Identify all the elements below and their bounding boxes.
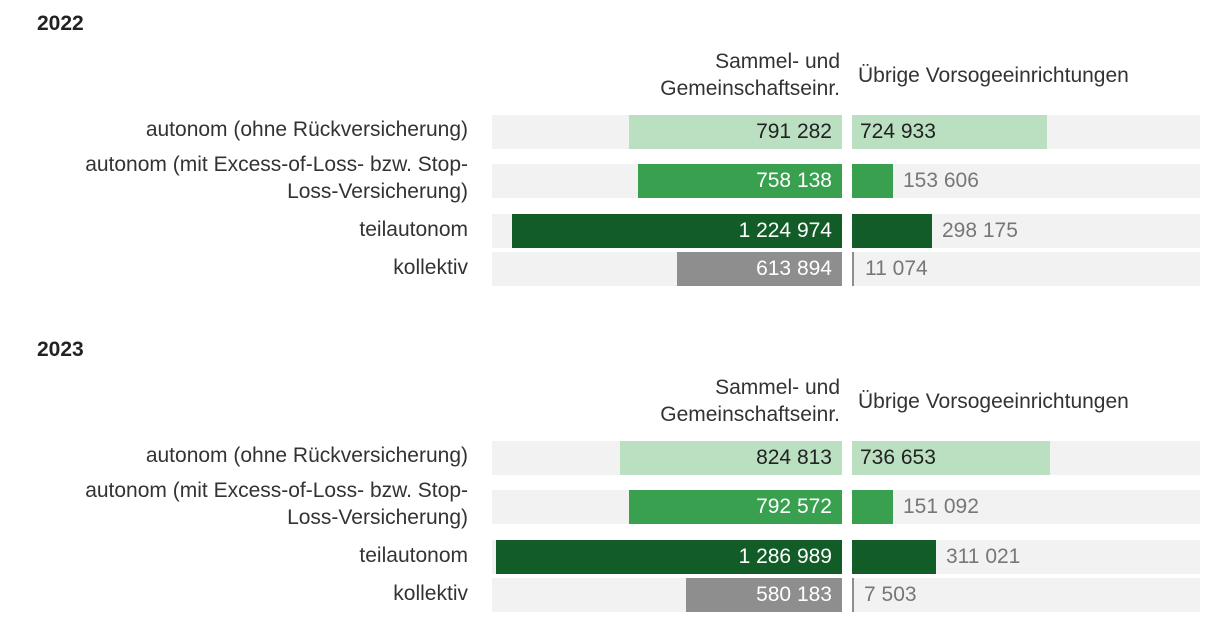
bar-track-right (852, 490, 1200, 524)
series-header-line: Gemeinschaftseinr. (660, 403, 840, 426)
data-label-uebrige: 311 021 (946, 545, 1021, 568)
bar-uebrige-tick (852, 578, 854, 612)
data-label-uebrige: 153 606 (903, 169, 979, 192)
data-label-uebrige: 724 933 (860, 120, 936, 143)
data-label-sammel: 758 138 (756, 169, 832, 192)
data-label-sammel: 824 813 (756, 446, 832, 469)
bar-sammel (512, 214, 842, 248)
bar-sammel (629, 490, 842, 524)
category-label: autonom (ohne Rückversicherung) (8, 116, 468, 143)
category-label-line: teilautonom (359, 544, 468, 567)
category-label-line: Loss-Versicherung) (287, 506, 468, 529)
category-label: autonom (ohne Rückversicherung) (8, 442, 468, 469)
bar-track-right (852, 164, 1200, 198)
bar-uebrige (852, 540, 936, 574)
data-label-sammel: 613 894 (756, 257, 832, 280)
category-label-line: Loss-Versicherung) (287, 180, 468, 203)
bar-uebrige (852, 214, 932, 248)
data-label-uebrige: 11 074 (865, 257, 928, 280)
data-label-sammel: 580 183 (756, 583, 832, 606)
series-header-line: Übrige Vorsogeeinrichtungen (858, 64, 1129, 87)
bar-uebrige (852, 490, 893, 524)
data-label-uebrige: 736 653 (860, 446, 936, 469)
data-label-uebrige: 298 175 (942, 219, 1018, 242)
bar-uebrige (852, 115, 1047, 149)
bar-sammel (677, 252, 842, 286)
data-label-sammel: 1 286 989 (738, 545, 832, 568)
category-label-line: autonom (mit Excess-of-Loss- bzw. Stop- (85, 479, 468, 502)
category-label: kollektiv (8, 254, 468, 281)
series-header-sammel: Sammel- und Gemeinschaftseinr. (580, 374, 840, 428)
series-header-line: Sammel- und (715, 50, 840, 73)
category-label: autonom (mit Excess-of-Loss- bzw. Stop- L… (8, 477, 468, 531)
bar-sammel (496, 540, 842, 574)
panel-title: 2022 (37, 12, 84, 35)
category-label: teilautonom (8, 542, 468, 569)
bar-uebrige (852, 441, 1050, 475)
category-label: kollektiv (8, 580, 468, 607)
series-header-line: Gemeinschaftseinr. (660, 77, 840, 100)
data-label-sammel: 791 282 (756, 120, 832, 143)
series-header-uebrige: Übrige Vorsogeeinrichtungen (858, 62, 1129, 89)
category-label-line: autonom (ohne Rückversicherung) (145, 118, 468, 141)
panel-title: 2023 (37, 338, 84, 361)
category-label: teilautonom (8, 216, 468, 243)
series-header-line: Übrige Vorsogeeinrichtungen (858, 390, 1129, 413)
data-label-uebrige: 151 092 (903, 495, 979, 518)
bar-track-right (852, 578, 1200, 612)
series-header-line: Sammel- und (715, 376, 840, 399)
category-label-line: autonom (ohne Rückversicherung) (145, 444, 468, 467)
series-header-uebrige: Übrige Vorsogeeinrichtungen (858, 388, 1129, 415)
category-label-line: autonom (mit Excess-of-Loss- bzw. Stop- (85, 153, 468, 176)
bar-sammel (638, 164, 842, 198)
data-label-sammel: 792 572 (756, 495, 832, 518)
category-label: autonom (mit Excess-of-Loss- bzw. Stop- L… (8, 151, 468, 205)
category-label-line: kollektiv (393, 256, 468, 279)
series-header-sammel: Sammel- und Gemeinschaftseinr. (580, 48, 840, 102)
chart-panel-2023: 2023 Sammel- und Gemeinschaftseinr. Übrige … (0, 326, 1220, 626)
bar-uebrige (852, 164, 893, 198)
data-label-uebrige: 7 503 (864, 583, 917, 606)
bar-track-right (852, 252, 1200, 286)
bar-sammel (686, 578, 842, 612)
chart-panel-2022: 2022 Sammel- und Gemeinschaftseinr. Übrige … (0, 0, 1220, 300)
data-label-sammel: 1 224 974 (738, 219, 832, 242)
category-label-line: kollektiv (393, 582, 468, 605)
bar-uebrige-tick (852, 252, 854, 286)
bar-sammel (629, 115, 842, 149)
bar-sammel (620, 441, 842, 475)
category-label-line: teilautonom (359, 218, 468, 241)
